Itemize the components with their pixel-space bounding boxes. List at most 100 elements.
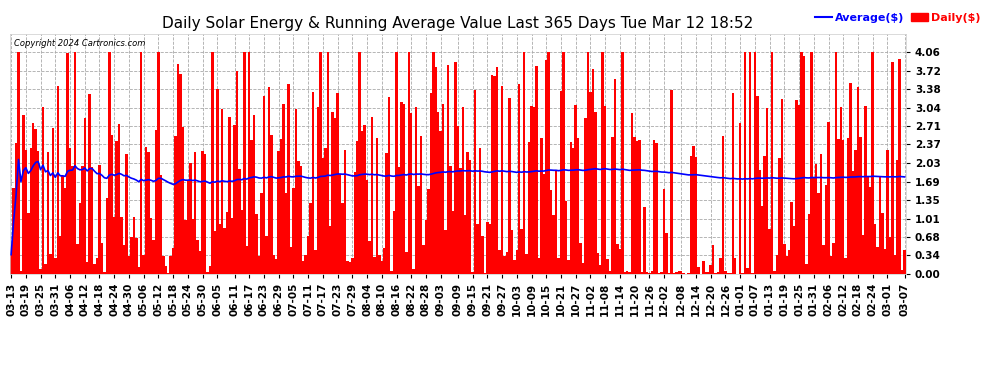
- Bar: [265, 236, 267, 274]
- Bar: [199, 251, 201, 274]
- Bar: [135, 238, 138, 274]
- Bar: [675, 272, 677, 274]
- Bar: [584, 118, 587, 274]
- Bar: [216, 90, 219, 274]
- Bar: [12, 188, 15, 274]
- Bar: [145, 147, 148, 274]
- Bar: [182, 127, 184, 274]
- Bar: [348, 262, 351, 274]
- Bar: [390, 272, 393, 274]
- Bar: [446, 65, 449, 274]
- Bar: [876, 248, 879, 274]
- Bar: [609, 272, 611, 274]
- Bar: [653, 140, 655, 274]
- Bar: [339, 174, 342, 274]
- Bar: [252, 115, 255, 274]
- Bar: [634, 138, 636, 274]
- Bar: [305, 255, 307, 274]
- Bar: [246, 246, 248, 274]
- Bar: [830, 256, 833, 274]
- Bar: [164, 266, 167, 274]
- Bar: [88, 94, 91, 274]
- Bar: [518, 84, 521, 274]
- Bar: [682, 273, 685, 274]
- Bar: [224, 228, 226, 274]
- Bar: [428, 189, 430, 274]
- Bar: [56, 86, 59, 274]
- Bar: [594, 112, 597, 274]
- Bar: [508, 98, 511, 274]
- Bar: [380, 261, 383, 274]
- Bar: [260, 193, 262, 274]
- Bar: [64, 188, 66, 274]
- Bar: [533, 107, 536, 274]
- Bar: [838, 139, 840, 274]
- Bar: [498, 250, 501, 274]
- Bar: [503, 256, 506, 274]
- Bar: [93, 264, 96, 274]
- Bar: [353, 172, 356, 274]
- Bar: [262, 96, 265, 274]
- Bar: [461, 108, 464, 274]
- Bar: [71, 166, 73, 274]
- Bar: [543, 174, 545, 274]
- Bar: [83, 118, 86, 274]
- Bar: [896, 160, 899, 274]
- Bar: [317, 107, 319, 274]
- Bar: [257, 256, 260, 274]
- Bar: [398, 167, 400, 274]
- Bar: [901, 270, 904, 274]
- Bar: [592, 69, 594, 274]
- Bar: [194, 152, 196, 274]
- Bar: [727, 273, 729, 274]
- Bar: [732, 93, 734, 274]
- Bar: [140, 52, 143, 274]
- Bar: [773, 271, 776, 274]
- Title: Daily Solar Energy & Running Average Value Last 365 Days Tue Mar 12 18:52: Daily Solar Energy & Running Average Val…: [162, 16, 753, 31]
- Bar: [758, 170, 761, 274]
- Bar: [756, 96, 758, 274]
- Bar: [648, 273, 650, 274]
- Bar: [849, 83, 851, 274]
- Text: Copyright 2024 Cartronics.com: Copyright 2024 Cartronics.com: [15, 39, 146, 48]
- Bar: [451, 210, 454, 274]
- Bar: [859, 137, 861, 274]
- Bar: [423, 245, 425, 274]
- Bar: [506, 252, 508, 274]
- Bar: [282, 104, 285, 274]
- Bar: [614, 79, 616, 274]
- Bar: [430, 93, 432, 274]
- Bar: [833, 243, 835, 274]
- Bar: [464, 215, 466, 274]
- Bar: [786, 256, 788, 274]
- Bar: [59, 236, 61, 274]
- Bar: [541, 138, 543, 274]
- Bar: [54, 258, 56, 274]
- Bar: [523, 52, 526, 274]
- Bar: [889, 237, 891, 274]
- Bar: [798, 105, 800, 274]
- Bar: [621, 52, 624, 274]
- Bar: [375, 138, 378, 274]
- Bar: [710, 265, 712, 274]
- Bar: [425, 220, 428, 274]
- Bar: [645, 272, 648, 274]
- Bar: [351, 258, 353, 274]
- Bar: [697, 267, 700, 274]
- Bar: [118, 124, 121, 274]
- Bar: [152, 240, 154, 274]
- Bar: [536, 66, 538, 274]
- Bar: [871, 52, 874, 274]
- Bar: [818, 193, 820, 274]
- Bar: [803, 56, 805, 274]
- Bar: [356, 141, 358, 274]
- Bar: [174, 136, 177, 274]
- Bar: [746, 268, 748, 274]
- Bar: [823, 244, 825, 274]
- Bar: [636, 141, 639, 274]
- Bar: [302, 261, 305, 274]
- Bar: [329, 226, 332, 274]
- Bar: [50, 254, 51, 274]
- Bar: [285, 194, 287, 274]
- Bar: [191, 219, 194, 274]
